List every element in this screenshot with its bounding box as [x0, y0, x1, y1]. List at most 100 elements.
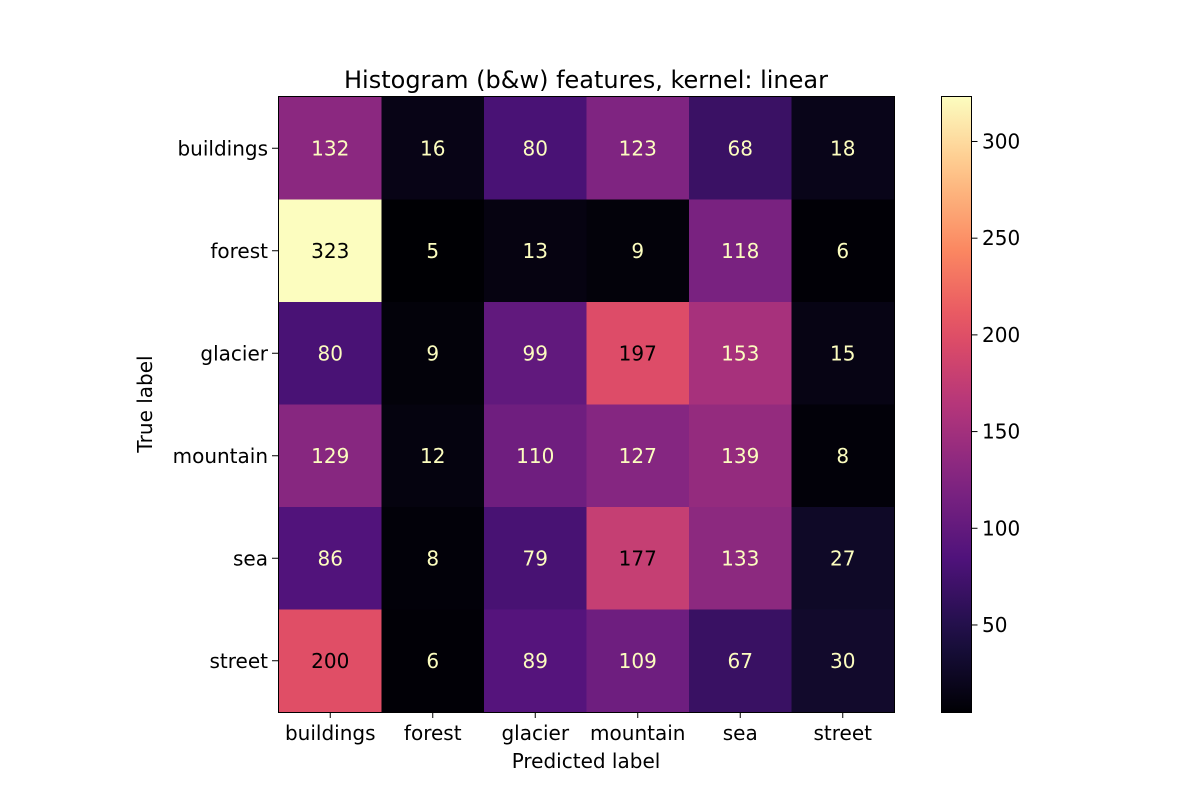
- heatmap-cell: [484, 507, 588, 611]
- heatmap-cell: [484, 404, 588, 508]
- heatmap-cell: [279, 302, 383, 406]
- colorbar: [941, 96, 972, 713]
- y-tick-label: glacier: [200, 341, 268, 365]
- heatmap-cell: [791, 404, 895, 508]
- heatmap-cell: [484, 97, 588, 201]
- plot-frame: [278, 96, 895, 713]
- cell-value-label: 89: [523, 649, 548, 673]
- heatmap-cell: [689, 609, 793, 713]
- heatmap-cell: [484, 199, 588, 303]
- cell-value-label: 13: [523, 239, 548, 263]
- cell-value-label: 8: [426, 546, 439, 570]
- heatmap-cell: [689, 507, 793, 611]
- cell-value-label: 8: [836, 444, 849, 468]
- heatmap-cell: [689, 404, 793, 508]
- heatmap-cell: [689, 97, 793, 201]
- cell-value-label: 109: [619, 649, 657, 673]
- heatmap-cell: [381, 507, 485, 611]
- y-tick-label: buildings: [177, 136, 268, 160]
- cell-value-label: 9: [631, 239, 644, 263]
- heatmap-cell: [279, 507, 383, 611]
- heatmap-cell: [279, 199, 383, 303]
- cell-value-label: 127: [619, 444, 657, 468]
- cell-value-label: 30: [830, 649, 855, 673]
- heatmap-cell: [791, 97, 895, 201]
- cell-value-label: 27: [830, 546, 855, 570]
- y-tick-label: mountain: [173, 444, 268, 468]
- cell-value-label: 6: [426, 649, 439, 673]
- cell-value-label: 139: [721, 444, 759, 468]
- cell-value-label: 80: [523, 136, 548, 160]
- cell-value-label: 118: [721, 239, 759, 263]
- colorbar-tick-label: 50: [982, 613, 1007, 637]
- cell-value-label: 18: [830, 136, 855, 160]
- heatmap-cell: [586, 97, 690, 201]
- heatmap-cell: [586, 199, 690, 303]
- y-tick-label: street: [210, 649, 269, 673]
- cell-value-label: 12: [420, 444, 445, 468]
- cell-value-label: 16: [420, 136, 445, 160]
- cell-value-label: 80: [318, 341, 343, 365]
- colorbar-ticks: 50 100 150 200 250 300: [971, 129, 1020, 637]
- x-axis-ticks: buildings forest glacier mountain sea street: [285, 712, 872, 745]
- colorbar-tick-label: 100: [982, 516, 1020, 540]
- cell-value-label: 68: [728, 136, 753, 160]
- cell-value-label: 133: [721, 546, 759, 570]
- y-axis-ticks: buildings forest glacier mountain sea street: [173, 136, 278, 673]
- heatmap-cell: [279, 404, 383, 508]
- x-axis-label: Predicted label: [512, 749, 661, 773]
- x-tick-label: mountain: [590, 721, 685, 745]
- y-tick-label: forest: [210, 239, 268, 263]
- cell-value-label: 200: [311, 649, 349, 673]
- x-tick-label: sea: [723, 721, 758, 745]
- heatmap-cell: [381, 609, 485, 713]
- colorbar-tick-label: 150: [982, 420, 1020, 444]
- cell-value-label: 323: [311, 239, 349, 263]
- heatmap-cell: [484, 609, 588, 713]
- heatmap-cell: [279, 609, 383, 713]
- cell-value-label: 86: [318, 546, 343, 570]
- y-axis-label: True label: [133, 355, 157, 453]
- heatmap-cell: [689, 302, 793, 406]
- cell-value-label: 5: [426, 239, 439, 263]
- heatmap-cell: [586, 507, 690, 611]
- heatmap-cell: [279, 97, 383, 201]
- cell-value-label: 129: [311, 444, 349, 468]
- cell-value-label: 177: [619, 546, 657, 570]
- heatmap-cell: [484, 302, 588, 406]
- heatmap-cell: [791, 302, 895, 406]
- heatmap-cell: [586, 404, 690, 508]
- cell-value-label: 132: [311, 136, 349, 160]
- heatmap-cell: [381, 302, 485, 406]
- x-tick-label: buildings: [285, 721, 376, 745]
- colorbar-tick-label: 200: [982, 323, 1020, 347]
- chart-title: Histogram (b&w) features, kernel: linear: [344, 66, 828, 94]
- colorbar-tick-label: 250: [982, 226, 1020, 250]
- heatmap-cell: [689, 199, 793, 303]
- heatmap-cell: [381, 199, 485, 303]
- cell-value-label: 110: [516, 444, 554, 468]
- cell-value-label: 197: [619, 341, 657, 365]
- x-tick-label: glacier: [501, 721, 569, 745]
- cell-value-label: 6: [836, 239, 849, 263]
- heatmap-cell: [586, 609, 690, 713]
- heatmap-cell: [381, 404, 485, 508]
- heatmap-cell: [791, 199, 895, 303]
- heatmap-cell: [586, 302, 690, 406]
- colorbar-tick-label: 300: [982, 129, 1020, 153]
- heatmap-cell: [791, 609, 895, 713]
- cell-value-label: 153: [721, 341, 759, 365]
- cell-value-label: 9: [426, 341, 439, 365]
- heatmap-cell: [381, 97, 485, 201]
- cell-value-label: 123: [619, 136, 657, 160]
- x-tick-label: street: [814, 721, 873, 745]
- y-tick-label: sea: [233, 546, 268, 570]
- cell-value-label: 79: [523, 546, 548, 570]
- cell-value-label: 15: [830, 341, 855, 365]
- cell-value-label: 67: [728, 649, 753, 673]
- heatmap-cell: [791, 507, 895, 611]
- cell-value-label: 99: [523, 341, 548, 365]
- x-tick-label: forest: [404, 721, 462, 745]
